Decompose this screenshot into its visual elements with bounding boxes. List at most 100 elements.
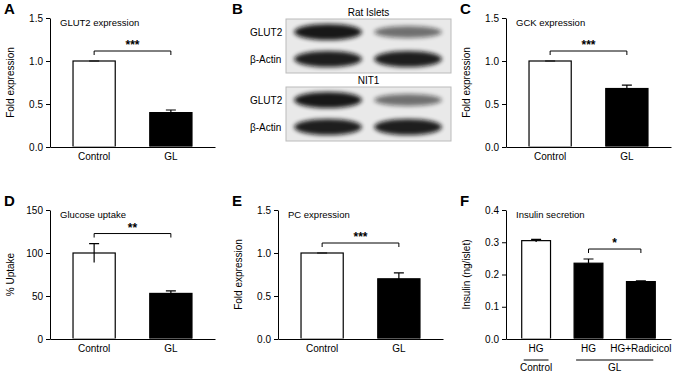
y-axis-line [506, 19, 507, 148]
y-tick-label: 1.0 [29, 56, 43, 67]
significance-label: * [612, 236, 617, 250]
blot-band [374, 119, 442, 135]
y-tick-label: 1.0 [485, 56, 499, 67]
error-bar [622, 85, 632, 92]
y-axis-title: % Uptake [5, 252, 16, 296]
x-tick: HG+Radicicol [610, 339, 671, 354]
chart-title: GCK expression [516, 17, 585, 28]
x-axis: Control GL [507, 147, 672, 162]
bar [378, 279, 420, 339]
y-tick: 0.3 [485, 237, 506, 248]
y-tick-mark [502, 242, 506, 243]
bar [522, 241, 551, 339]
group-label: GL [608, 362, 622, 373]
y-axis: 0 50 100 150 [26, 205, 50, 345]
y-tick: 0.5 [485, 99, 506, 110]
panel-label: A [4, 0, 15, 17]
plot-marks [301, 253, 420, 339]
y-tick-mark [46, 61, 50, 62]
x-axis-line [279, 339, 444, 340]
blot-band [374, 51, 442, 67]
blot-band [294, 51, 362, 67]
y-tick: 1.5 [29, 13, 50, 24]
x-axis-line [507, 147, 672, 148]
y-tick-mark [502, 147, 506, 148]
error-bar [584, 259, 594, 267]
x-tick-label: Control [534, 151, 566, 162]
error-bar [636, 281, 646, 282]
y-tick-mark [46, 147, 50, 148]
y-tick-label: 0.0 [485, 334, 499, 345]
y-tick-mark [46, 210, 50, 211]
y-axis-line [50, 19, 51, 148]
blot-title: NIT1 [358, 75, 380, 86]
panel: D050100150ControlGLGlucose uptake% Uptak… [4, 192, 216, 354]
x-tick-label: GL [392, 343, 406, 354]
y-tick-mark [502, 339, 506, 340]
error-bar [89, 244, 99, 263]
y-axis-title: Fold expression [233, 239, 244, 310]
x-axis-line [51, 147, 216, 148]
y-tick-label: 50 [32, 291, 44, 302]
y-tick: 0 [37, 334, 50, 345]
y-tick-label: 0.0 [485, 142, 499, 153]
y-tick-label: 0 [37, 334, 43, 345]
x-tick-label: HG+Radicicol [610, 343, 671, 354]
error-bar [531, 239, 541, 242]
blot-row-label: β-Actin [250, 54, 281, 65]
y-tick: 0.0 [257, 334, 278, 345]
y-tick-mark [274, 210, 278, 211]
y-tick: 0.5 [257, 291, 278, 302]
blot-row-label: β-Actin [250, 122, 281, 133]
y-tick-mark [502, 104, 506, 105]
y-axis-line [278, 211, 279, 340]
x-tick-label: Control [306, 343, 338, 354]
blot-band [374, 94, 442, 106]
y-tick-label: 0.0 [29, 142, 43, 153]
y-tick-label: 1.5 [29, 13, 43, 24]
x-tick-label: GL [164, 343, 178, 354]
significance-label: ** [128, 221, 138, 235]
bar [301, 253, 343, 339]
y-tick-label: 0.0 [257, 334, 271, 345]
x-tick-label: GL [620, 151, 634, 162]
panel-label: E [232, 192, 242, 209]
chart-title: Insulin secretion [516, 209, 585, 220]
x-tick-label: HG [529, 343, 544, 354]
error-bar [545, 60, 555, 61]
y-axis: 0.00.10.20.30.4 [485, 205, 506, 345]
x-tick-label: Control [78, 151, 110, 162]
bar [626, 282, 655, 339]
y-tick-mark [274, 296, 278, 297]
blot-band [294, 92, 362, 108]
significance-label: *** [353, 230, 367, 244]
y-tick-mark [46, 18, 50, 19]
x-tick: Control [534, 147, 566, 162]
y-axis: 0.0 0.5 1.0 1.5 [257, 205, 278, 345]
blot-row-label: GLUT2 [250, 27, 283, 38]
y-axis-title: Fold expression [461, 47, 472, 118]
error-bar [394, 273, 404, 285]
y-tick-mark [46, 339, 50, 340]
y-axis-line [50, 211, 51, 340]
blot-row-label: GLUT2 [250, 95, 283, 106]
y-axis-title: Fold expression [5, 47, 16, 118]
blot-membrane [286, 19, 451, 73]
x-axis-line [507, 339, 672, 340]
chart-title: GLUT2 expression [60, 17, 139, 28]
x-axis: ControlGL [51, 147, 216, 162]
y-tick: 150 [26, 205, 50, 216]
y-tick: 1.5 [257, 205, 278, 216]
bar [529, 61, 571, 147]
error-bar [89, 60, 99, 61]
plot-marks [522, 239, 656, 338]
panel: C0.00.51.01.5ControlGLGCK expressionFold… [460, 0, 672, 162]
y-tick-mark [502, 210, 506, 211]
panel: E0.00.51.01.5ControlGLPC expressionFold … [232, 192, 444, 354]
x-tick-label: Control [78, 343, 110, 354]
plot-marks [73, 61, 192, 147]
y-tick: 1.0 [29, 56, 50, 67]
y-tick-label: 0.3 [485, 237, 499, 248]
y-tick-label: 1.0 [257, 248, 271, 259]
y-tick-label: 100 [26, 248, 43, 259]
